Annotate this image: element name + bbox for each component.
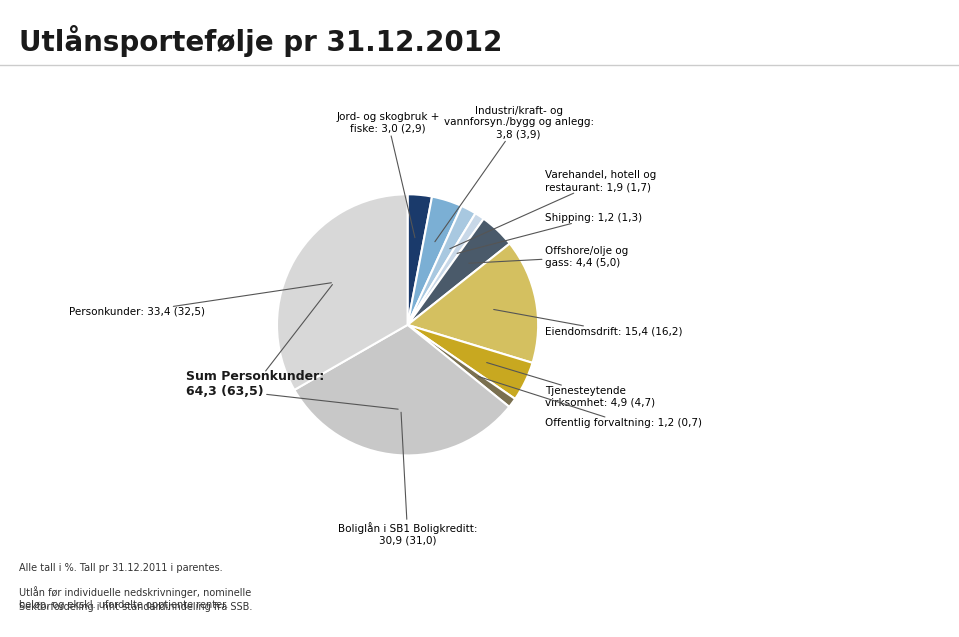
Text: Alle tall i %. Tall pr 31.12.2011 i parentes.: Alle tall i %. Tall pr 31.12.2011 i pare… [19,563,222,573]
Text: Sektorfordeling i hht standardinndeling fra SSB.: Sektorfordeling i hht standardinndeling … [19,602,252,612]
Wedge shape [408,206,476,325]
Text: Tjenesteytende
virksomhet: 4,9 (4,7): Tjenesteytende virksomhet: 4,9 (4,7) [486,362,655,408]
Wedge shape [408,197,461,325]
Text: Jord- og skogbruk +
fiske: 3,0 (2,9): Jord- og skogbruk + fiske: 3,0 (2,9) [337,111,439,238]
Wedge shape [408,325,532,399]
Text: Personkunder: 33,4 (32,5): Personkunder: 33,4 (32,5) [69,283,332,317]
Text: Sum Personkunder:
64,3 (63,5): Sum Personkunder: 64,3 (63,5) [186,369,324,397]
Text: Offshore/olje og
gass: 4,4 (5,0): Offshore/olje og gass: 4,4 (5,0) [469,246,628,268]
Text: Varehandel, hotell og
restaurant: 1,9 (1,7): Varehandel, hotell og restaurant: 1,9 (1… [450,171,656,248]
Text: Offentlig forvaltning: 1,2 (0,7): Offentlig forvaltning: 1,2 (0,7) [479,376,702,428]
Text: Shipping: 1,2 (1,3): Shipping: 1,2 (1,3) [457,213,642,254]
Text: SR-BANK: SR-BANK [892,622,935,632]
Text: Side 10: Side 10 [19,610,66,623]
Wedge shape [408,213,483,325]
Text: Utlån før individuelle nedskrivninger, nominelle
beløp, og ekskl. ufordelte oppt: Utlån før individuelle nedskrivninger, n… [19,586,251,610]
Text: Eiendomsdrift: 15,4 (16,2): Eiendomsdrift: 15,4 (16,2) [494,310,682,336]
Text: Utlånsportefølje pr 31.12.2012: Utlånsportefølje pr 31.12.2012 [19,25,503,57]
Wedge shape [408,325,515,407]
Text: Industri/kraft- og
vannforsyn./bygg og anlegg:
3,8 (3,9): Industri/kraft- og vannforsyn./bygg og a… [434,106,594,241]
Wedge shape [294,325,509,455]
Wedge shape [408,243,538,363]
Wedge shape [408,218,510,325]
Text: Boliglån i SB1 Boligkreditt:
30,9 (31,0): Boliglån i SB1 Boligkreditt: 30,9 (31,0) [338,412,478,545]
Text: SpareBank: SpareBank [892,606,959,619]
Wedge shape [277,194,408,390]
Wedge shape [408,194,433,325]
